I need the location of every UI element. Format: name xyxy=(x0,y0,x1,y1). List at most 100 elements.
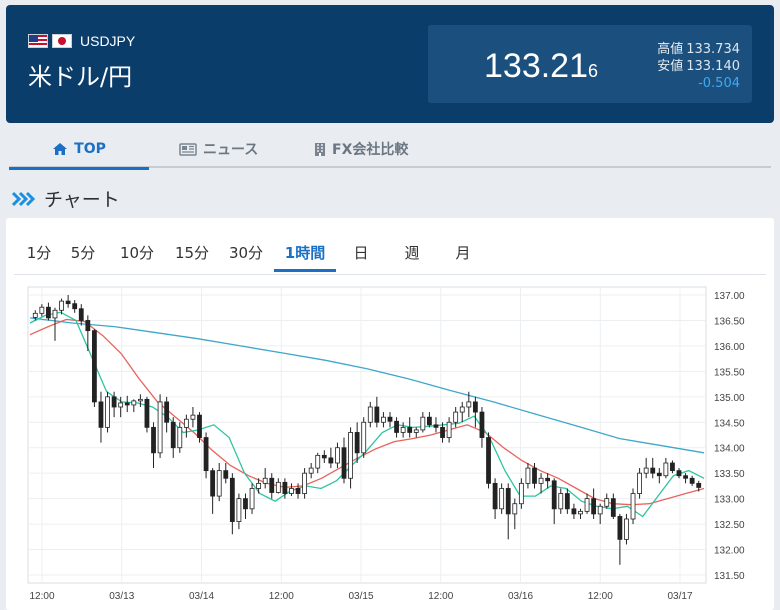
candle-body xyxy=(262,477,268,484)
candle-body xyxy=(190,414,196,420)
ma-long-line xyxy=(29,317,705,454)
candle-body xyxy=(118,402,124,408)
candle-body xyxy=(269,477,275,493)
candle-body xyxy=(223,470,229,479)
period-10min[interactable]: 10分 xyxy=(119,244,155,262)
candle-body xyxy=(170,421,176,449)
candle-body xyxy=(446,421,452,438)
chart-separator xyxy=(14,274,766,275)
chart-card: 1分 5分 10分 15分 30分 1時間 日 週 月 137.00 136.50… xyxy=(6,218,774,610)
candle-body xyxy=(440,426,445,438)
period-15min[interactable]: 15分 xyxy=(174,244,210,262)
candle-body xyxy=(328,457,334,464)
candle-body xyxy=(308,467,314,474)
candle-body xyxy=(479,411,485,438)
candle-body xyxy=(92,330,97,403)
section-title: チャート xyxy=(44,189,120,211)
candle-body xyxy=(361,421,367,454)
candle-body xyxy=(348,432,353,479)
building-icon xyxy=(315,142,325,156)
y-tick-label: 134.50 xyxy=(714,418,745,429)
plot-area xyxy=(27,286,707,584)
y-tick-label: 136.50 xyxy=(714,316,745,327)
y-tick-label: 133.50 xyxy=(714,469,745,480)
double-chevron-icon xyxy=(12,191,36,206)
candle-body xyxy=(52,309,58,319)
candle-body xyxy=(151,426,156,454)
candle-body xyxy=(111,396,117,408)
period-1hour[interactable]: 1時間 xyxy=(274,238,336,272)
quote-header: USDJPY 米ドル/円 133.216 高値 133.734 安値 133.140… xyxy=(6,5,774,123)
candle-body xyxy=(243,498,248,510)
candle-body xyxy=(144,398,150,428)
candle-body xyxy=(381,416,386,423)
candle-body xyxy=(505,488,511,515)
y-tick-label: 137.00 xyxy=(714,291,745,302)
period-tabs: 1分 5分 10分 15分 30分 1時間 日 週 月 xyxy=(20,238,488,272)
candle-body xyxy=(624,518,629,540)
candle-body xyxy=(597,505,603,515)
candle-body xyxy=(59,300,64,311)
candle-body xyxy=(203,437,209,472)
period-30min[interactable]: 30分 xyxy=(228,244,264,262)
candle-body xyxy=(289,488,294,494)
candle-body xyxy=(72,303,78,310)
x-tick-label: 12:00 xyxy=(29,591,54,602)
candle-body xyxy=(124,402,130,406)
candle-body xyxy=(433,424,439,428)
y-tick-label: 133.00 xyxy=(714,495,745,506)
candle-body xyxy=(210,470,216,497)
tab-top[interactable]: TOP xyxy=(9,130,149,170)
low-label: 安値 xyxy=(657,59,684,74)
candle-body xyxy=(512,503,518,515)
candlestick-chart[interactable]: 137.00 136.50 136.00 135.50 135.00 134.50 134.… xyxy=(6,218,774,610)
high-value: 133.734 xyxy=(686,42,740,57)
candle-body xyxy=(98,401,104,428)
x-tick-label: 03/13 xyxy=(109,591,134,602)
period-5min[interactable]: 5分 xyxy=(70,244,96,262)
candle-body xyxy=(466,401,472,408)
y-tick-label: 134.00 xyxy=(714,444,745,455)
candle-body xyxy=(486,437,491,484)
candle-body xyxy=(341,447,347,479)
x-tick-label: 03/15 xyxy=(348,591,373,602)
candle-body xyxy=(459,406,465,413)
pair-code: USDJPY xyxy=(80,33,136,49)
candle-body xyxy=(85,320,91,332)
candle-body xyxy=(584,498,590,512)
candle-body xyxy=(453,411,459,423)
candle-body xyxy=(558,493,564,510)
high-low-panel: 高値 133.734 安値 133.140 -0.504 xyxy=(657,41,740,92)
candle-body xyxy=(545,477,551,482)
candle-body xyxy=(374,406,380,423)
candle-body xyxy=(387,416,393,422)
candle-body xyxy=(420,416,426,431)
candle-body xyxy=(604,498,610,507)
period-day[interactable]: 日 xyxy=(353,244,369,262)
pair-name: 米ドル/円 xyxy=(28,63,133,91)
candle-body xyxy=(676,470,682,477)
period-1min[interactable]: 1分 xyxy=(26,244,52,262)
period-month[interactable]: 月 xyxy=(455,244,471,262)
candle-body xyxy=(637,472,642,494)
candle-body xyxy=(256,482,262,489)
candle-body xyxy=(354,432,360,454)
candle-body xyxy=(32,312,38,318)
candle-body xyxy=(643,467,649,474)
y-tick-label: 135.50 xyxy=(714,367,745,378)
x-tick-label: 12:00 xyxy=(269,591,294,602)
tab-fx-compare[interactable]: FX会社比較 xyxy=(314,130,408,168)
candle-body xyxy=(249,488,255,510)
low-value: 133.140 xyxy=(686,59,740,74)
candle-body xyxy=(630,493,636,520)
period-week[interactable]: 週 xyxy=(404,244,420,262)
y-tick-label: 132.50 xyxy=(714,520,745,531)
current-price: 133.216 xyxy=(484,47,598,86)
candle-body xyxy=(157,401,163,454)
tab-news[interactable]: ニュース xyxy=(179,130,258,168)
tab-top-label: TOP xyxy=(74,141,106,157)
x-tick-label: 03/14 xyxy=(189,591,214,602)
candle-body xyxy=(400,426,406,433)
candle-body xyxy=(65,300,71,305)
candle-body xyxy=(499,488,505,510)
